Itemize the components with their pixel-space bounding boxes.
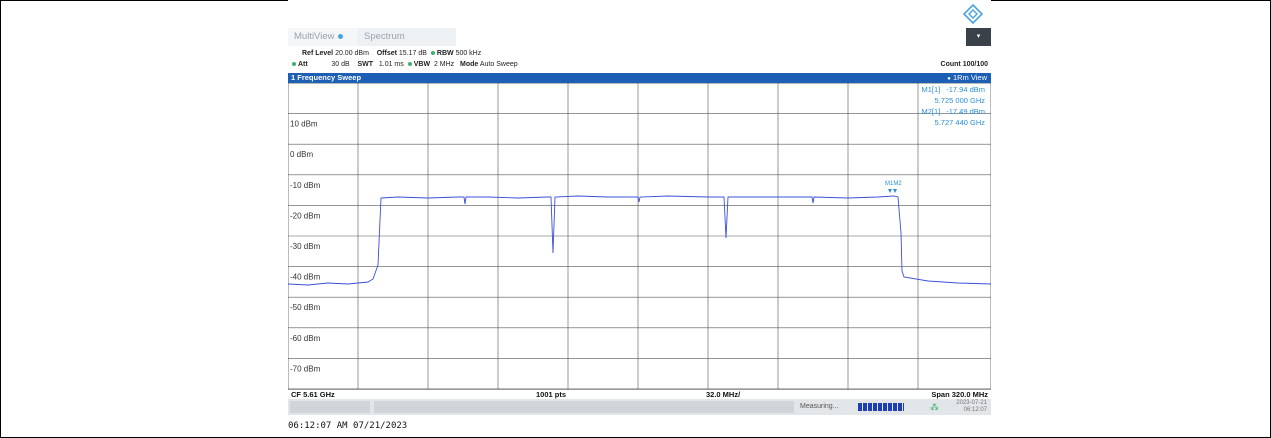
- window-title-bar: 1 Frequency Sweep ● 1Rm View: [288, 73, 991, 83]
- center-frequency: CF 5.61 GHz: [291, 390, 335, 399]
- grid: [288, 83, 991, 389]
- plot-footer: CF 5.61 GHz 1001 pts 32.0 MHz/ Span 320.…: [288, 389, 991, 400]
- sweep-points: 1001 pts: [536, 390, 567, 399]
- parameter-bar: Ref Level 20.00 dBm Offset 15.17 dB RBW …: [288, 47, 991, 73]
- tab-multiview[interactable]: MultiView: [288, 28, 364, 46]
- marker-m1-readout: M1[1] -17.94 dBm: [921, 85, 985, 94]
- tab-spectrum[interactable]: Spectrum: [358, 28, 456, 46]
- spectrum-trace: [288, 195, 991, 286]
- spectrum-plot: 10 dBm 0 dBm -10 dBm -20 dBm -30 dBm -40…: [288, 83, 991, 389]
- y-tick: -10 dBm: [290, 181, 321, 190]
- y-tick: -70 dBm: [290, 364, 321, 373]
- svg-text:M1M2: M1M2: [885, 181, 902, 187]
- y-tick: -30 dBm: [290, 242, 321, 251]
- marker-m2-freq: 5.727 440 GHz: [935, 118, 986, 127]
- y-tick: -40 dBm: [290, 273, 321, 282]
- y-tick: -20 dBm: [290, 211, 321, 220]
- measuring-status: Measuring...: [800, 403, 839, 410]
- status-datetime: 2023-07-21 06:12:07: [956, 400, 987, 413]
- capture-timestamp: 06:12:07 AM 07/21/2023: [288, 421, 408, 431]
- chevron-down-icon[interactable]: ▾: [966, 28, 991, 46]
- status-bar: Measuring... ⁂ 2023-07-21 06:12:07: [288, 399, 991, 415]
- tab-indicator-icon: [338, 33, 344, 39]
- frequency-span: Span 320.0 MHz: [931, 390, 988, 399]
- marker-m2-readout: M2[1] -17.49 dBm: [921, 107, 985, 116]
- y-tick: -60 dBm: [290, 334, 321, 343]
- frequency-per-division: 32.0 MHz/: [706, 390, 741, 399]
- marker-m1-freq: 5.725 000 GHz: [935, 96, 986, 105]
- rohde-schwarz-logo-icon: [963, 4, 983, 24]
- y-tick: 10 dBm: [290, 120, 318, 129]
- marker-m2-icon: M1M2: [885, 181, 902, 193]
- progress-icon: [858, 403, 904, 411]
- analyzer-screenshot: MultiView Spectrum ▾ Ref Level 20.00 dBm…: [288, 0, 991, 415]
- network-icon: ⁂: [930, 402, 939, 412]
- y-tick: 0 dBm: [290, 150, 313, 159]
- y-tick: -50 dBm: [290, 303, 321, 312]
- sweep-count: Count 100/100: [940, 61, 988, 68]
